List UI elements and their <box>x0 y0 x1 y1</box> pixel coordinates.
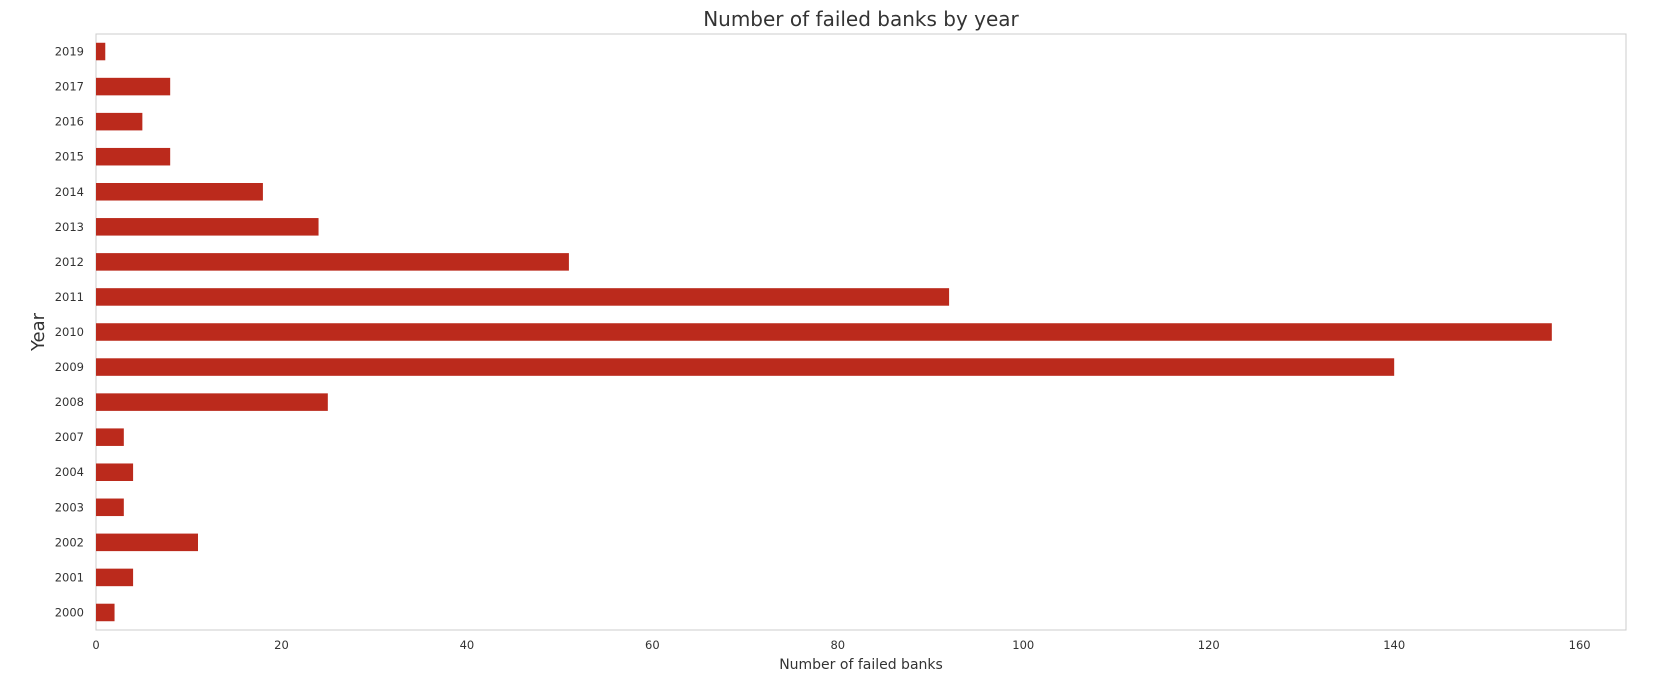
y-tick-label-2015: 2015 <box>55 150 84 164</box>
bar-2007 <box>96 428 124 446</box>
bar-2002 <box>96 533 198 552</box>
x-tick-label-160: 160 <box>1569 638 1591 652</box>
chart-title: Number of failed banks by year <box>703 7 1019 31</box>
y-tick-label-2002: 2002 <box>55 535 84 549</box>
bar-2012 <box>96 253 569 271</box>
bar-2016 <box>96 112 143 131</box>
y-tick-label-2012: 2012 <box>55 255 84 269</box>
bar-2009 <box>96 358 1395 376</box>
y-tick-label-2019: 2019 <box>55 45 84 59</box>
x-tick-label-100: 100 <box>1012 638 1034 652</box>
bar-2019 <box>96 42 106 61</box>
y-tick-label-2010: 2010 <box>55 325 84 339</box>
bars-group <box>96 42 1552 622</box>
y-tick-label-2014: 2014 <box>55 185 84 199</box>
bar-2017 <box>96 77 171 96</box>
x-tick-labels: 0 20 40 60 80 100 120 140 160 <box>92 638 1590 652</box>
y-tick-label-2017: 2017 <box>55 80 84 94</box>
y-tick-label-2016: 2016 <box>55 115 84 129</box>
y-tick-label-2004: 2004 <box>55 465 84 479</box>
y-tick-label-2008: 2008 <box>55 395 84 409</box>
x-tick-label-40: 40 <box>460 638 475 652</box>
y-tick-label-2003: 2003 <box>55 500 84 514</box>
y-tick-label-2011: 2011 <box>55 290 84 304</box>
bar-2003 <box>96 498 124 517</box>
x-tick-label-20: 20 <box>274 638 289 652</box>
bar-2008 <box>96 393 328 411</box>
bar-2010 <box>96 323 1552 341</box>
x-tick-label-140: 140 <box>1383 638 1405 652</box>
x-axis-label: Number of failed banks <box>779 657 943 673</box>
y-tick-label-2001: 2001 <box>55 570 84 584</box>
bar-2015 <box>96 147 171 166</box>
y-axis-label: Year <box>28 312 49 352</box>
bar-2013 <box>96 218 319 236</box>
x-tick-label-120: 120 <box>1198 638 1220 652</box>
x-tick-label-60: 60 <box>645 638 660 652</box>
bar-2004 <box>96 463 134 481</box>
x-tick-label-80: 80 <box>830 638 845 652</box>
bar-2001 <box>96 568 134 587</box>
y-tick-label-2009: 2009 <box>55 360 84 374</box>
bar-2000 <box>96 603 115 622</box>
y-tick-label-2007: 2007 <box>55 430 84 444</box>
bar-2014 <box>96 183 263 201</box>
y-tick-label-2000: 2000 <box>55 605 84 619</box>
y-tick-labels: 2019 2017 2016 2015 2014 2013 2012 2011 2010 2009… <box>55 45 84 620</box>
x-tick-label-0: 0 <box>92 638 99 652</box>
bar-2011 <box>96 288 950 306</box>
y-tick-label-2013: 2013 <box>55 220 84 234</box>
